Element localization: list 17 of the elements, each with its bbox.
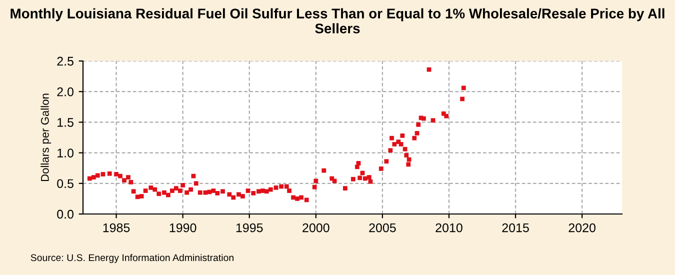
x-tick-label: 1995 — [236, 223, 263, 232]
x-tick-label: 2000 — [302, 223, 330, 232]
x-tick-label: 1985 — [103, 223, 130, 232]
y-tick-label: 0.0 — [57, 210, 74, 219]
y-tick-label: 1.5 — [58, 118, 74, 127]
y-tick-label: 1.0 — [58, 148, 74, 158]
x-tick-label: 2010 — [436, 223, 462, 232]
source-note: Source: U.S. Energy Information Administration — [30, 254, 234, 264]
y-tick-label: 2.0 — [57, 87, 74, 96]
x-tick-label: 2005 — [369, 223, 396, 232]
x-tick-label: 2020 — [568, 223, 596, 232]
x-tick-label: 1990 — [170, 223, 196, 232]
x-tick-label: 2015 — [502, 223, 529, 232]
y-axis-title: Dollars per Gallon — [40, 94, 52, 182]
chart-title: Monthly Louisiana Residual Fuel Oil Sulfur Less Than or Equal to 1% Wholesale/Resale Price by All Sellers — [10, 8, 664, 34]
y-tick-label: 0.5 — [57, 179, 74, 188]
y-tick-label: 2.5 — [57, 56, 74, 66]
